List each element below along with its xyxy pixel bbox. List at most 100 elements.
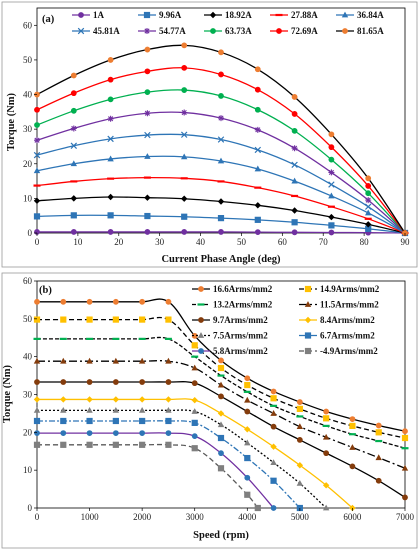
legend-label: 5.8Arms/mm2 xyxy=(213,346,268,356)
x-tick-label: 5000 xyxy=(291,512,310,522)
data-point xyxy=(349,422,356,430)
data-point xyxy=(165,417,172,425)
legend-marker xyxy=(341,11,349,18)
data-point xyxy=(34,430,40,436)
data-point xyxy=(322,504,330,511)
data-point xyxy=(191,419,198,426)
panel-a: (a) 1A 9.96A 18.92A 27.88A 36.84A 45.81A 54.77… xyxy=(1,1,418,268)
panel-a-frame xyxy=(1,1,418,268)
data-point xyxy=(144,131,151,139)
data-point xyxy=(364,203,372,210)
panel-b-series-group xyxy=(33,298,409,512)
series-4-9arms-mm2 xyxy=(33,441,261,512)
legend-label: 81.65A xyxy=(357,26,384,36)
series-18-92a xyxy=(33,193,409,237)
data-point xyxy=(244,474,251,481)
data-point xyxy=(139,430,146,436)
data-point xyxy=(217,381,225,388)
panel-b-x-axis-title: Speed (rpm) xyxy=(193,530,249,541)
data-point xyxy=(33,151,41,159)
legend-marker xyxy=(210,28,216,34)
data-point xyxy=(34,379,40,385)
legend-marker xyxy=(78,12,84,18)
legend-label: 11.5Arms/mm2 xyxy=(320,300,379,310)
y-tick-label: 30 xyxy=(23,390,33,400)
data-point xyxy=(112,441,119,448)
data-point xyxy=(112,406,120,413)
data-point xyxy=(270,404,278,407)
data-point xyxy=(270,395,277,402)
legend-marker xyxy=(197,303,205,306)
panel-a-label: (a) xyxy=(42,14,55,25)
data-point xyxy=(270,423,277,430)
data-point xyxy=(165,441,172,448)
data-point xyxy=(33,357,41,364)
data-point xyxy=(86,357,93,364)
data-point xyxy=(365,190,372,197)
data-point xyxy=(60,379,67,385)
legend-label: 54.77A xyxy=(159,26,186,36)
data-point xyxy=(180,177,188,180)
data-point xyxy=(270,410,277,416)
data-point xyxy=(322,433,330,440)
data-point xyxy=(70,90,77,97)
legend-label: 9.96A xyxy=(159,10,182,20)
data-point xyxy=(181,213,188,220)
data-point xyxy=(296,436,303,443)
data-point xyxy=(244,408,251,415)
legend-marker xyxy=(209,11,217,19)
legend-marker xyxy=(304,301,312,307)
data-point xyxy=(254,165,261,172)
data-point xyxy=(217,410,225,417)
data-point xyxy=(112,396,120,403)
data-point xyxy=(86,298,93,305)
data-point xyxy=(139,298,146,305)
y-tick-label: 50 xyxy=(23,314,33,324)
data-point xyxy=(291,127,298,134)
data-point xyxy=(107,229,114,235)
data-point xyxy=(296,480,304,486)
data-point xyxy=(191,342,198,349)
data-point xyxy=(328,181,335,188)
data-point xyxy=(244,375,251,382)
series-5-8arms-mm2 xyxy=(34,430,277,511)
data-point xyxy=(254,229,261,236)
data-point xyxy=(218,71,224,78)
y-tick-label: 40 xyxy=(23,352,33,362)
data-point xyxy=(349,416,356,422)
data-point xyxy=(217,180,225,183)
legend-marker xyxy=(198,286,204,292)
data-point xyxy=(144,68,151,75)
data-point xyxy=(164,337,172,340)
data-point xyxy=(60,316,67,323)
data-point xyxy=(296,405,303,412)
x-tick-label: 30 xyxy=(155,237,165,247)
x-tick-label: 90 xyxy=(401,237,411,247)
data-point xyxy=(217,364,225,372)
data-point xyxy=(296,399,303,405)
x-tick-label: 1000 xyxy=(81,512,100,522)
series-6-7arms-mm2 xyxy=(33,417,303,512)
data-point xyxy=(327,205,335,208)
y-tick-label: 60 xyxy=(23,276,33,286)
data-point xyxy=(217,374,225,377)
data-point xyxy=(254,504,261,512)
legend-marker xyxy=(342,28,348,34)
series-line xyxy=(37,432,275,509)
data-point xyxy=(138,357,146,364)
legend-entry-54-77a: 54.77A xyxy=(138,26,186,36)
data-point xyxy=(244,491,251,498)
series-line xyxy=(36,398,353,509)
data-point xyxy=(218,450,224,457)
panel-a-legend: 1A 9.96A 18.92A 27.88A 36.84A 45.81A 54.77A 63.… xyxy=(72,10,384,36)
data-point xyxy=(191,380,198,387)
data-point xyxy=(402,428,408,435)
data-point xyxy=(291,111,298,117)
data-point xyxy=(60,406,67,413)
legend-entry-13-2arms-mm2: 13.2Arms/mm2 xyxy=(192,300,273,310)
series-line xyxy=(36,67,406,234)
data-point xyxy=(33,396,41,403)
legend-marker xyxy=(275,13,283,17)
data-point xyxy=(322,424,330,428)
